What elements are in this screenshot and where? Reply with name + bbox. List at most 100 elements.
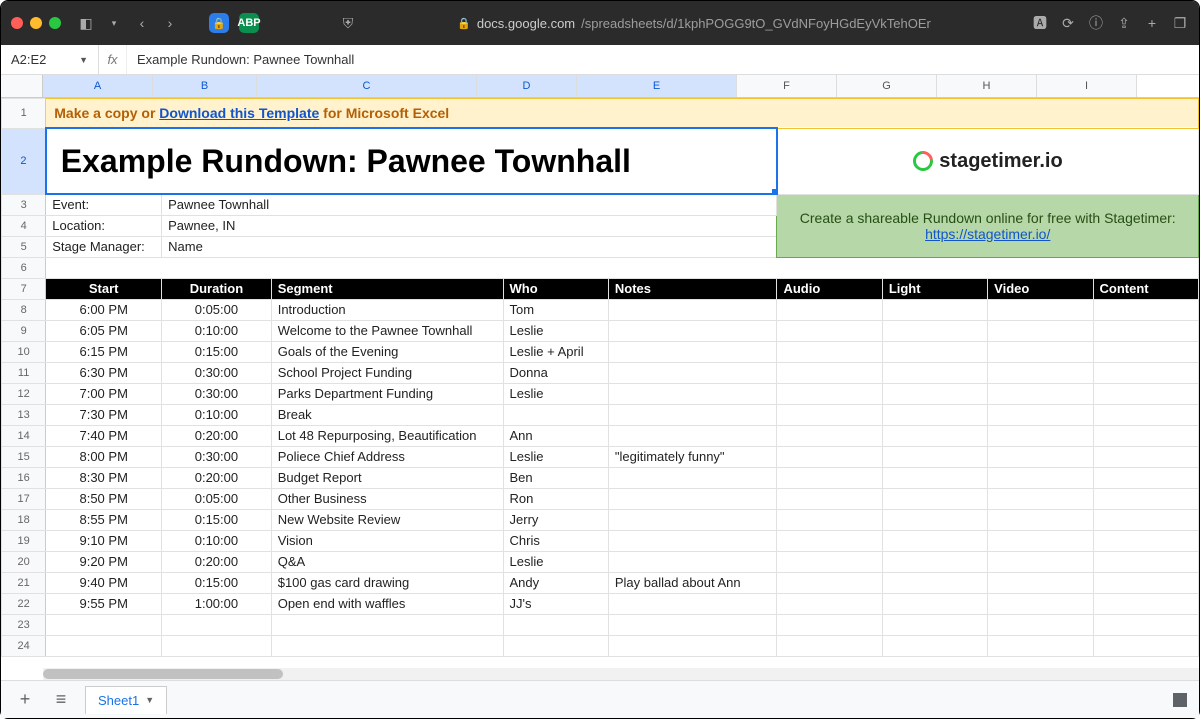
sched-header-cell[interactable]: Notes	[608, 278, 777, 299]
new-tab-icon[interactable]: +	[1143, 14, 1161, 32]
add-sheet-button[interactable]: +	[13, 688, 37, 712]
cell[interactable]: Tom	[503, 299, 608, 320]
cell[interactable]: Ben	[503, 467, 608, 488]
cell[interactable]: Ann	[503, 425, 608, 446]
row-header[interactable]: 19	[2, 530, 46, 551]
cell[interactable]: 7:00 PM	[46, 383, 162, 404]
cell[interactable]	[777, 320, 882, 341]
col-header-C[interactable]: C	[257, 75, 477, 97]
cell[interactable]	[1093, 614, 1198, 635]
shield-icon[interactable]: ⛨	[339, 14, 357, 32]
sched-header-cell[interactable]: Content	[1093, 278, 1198, 299]
cell[interactable]: 8:50 PM	[46, 488, 162, 509]
cell[interactable]	[882, 551, 987, 572]
cell[interactable]: 9:55 PM	[46, 593, 162, 614]
cell[interactable]	[882, 509, 987, 530]
cell[interactable]	[1093, 488, 1198, 509]
cell[interactable]	[46, 614, 162, 635]
sched-header-cell[interactable]: Duration	[162, 278, 272, 299]
row-header[interactable]: 23	[2, 614, 46, 635]
chevron-down-icon[interactable]: ▼	[79, 55, 88, 65]
cell[interactable]	[608, 593, 777, 614]
meta-label[interactable]: Location:	[46, 215, 162, 236]
cell[interactable]: 0:10:00	[162, 404, 272, 425]
sched-header-cell[interactable]: Video	[988, 278, 1093, 299]
meta-value[interactable]: Pawnee Townhall	[162, 194, 777, 215]
cell[interactable]	[777, 614, 882, 635]
row-header[interactable]: 17	[2, 488, 46, 509]
cell[interactable]: New Website Review	[271, 509, 503, 530]
cell[interactable]	[988, 572, 1093, 593]
cell[interactable]: 8:00 PM	[46, 446, 162, 467]
cell[interactable]	[1093, 362, 1198, 383]
cell[interactable]	[988, 383, 1093, 404]
cell[interactable]	[882, 446, 987, 467]
cell[interactable]: 0:30:00	[162, 383, 272, 404]
cell[interactable]	[882, 530, 987, 551]
row-header[interactable]: 12	[2, 383, 46, 404]
cell[interactable]	[46, 635, 162, 656]
row-header[interactable]: 7	[2, 278, 46, 299]
row-header[interactable]: 11	[2, 362, 46, 383]
cell[interactable]: Ron	[503, 488, 608, 509]
cell[interactable]: 0:10:00	[162, 320, 272, 341]
cell[interactable]: Parks Department Funding	[271, 383, 503, 404]
cell[interactable]	[271, 635, 503, 656]
cell[interactable]	[1093, 572, 1198, 593]
cell[interactable]: 0:30:00	[162, 446, 272, 467]
cell[interactable]: 0:15:00	[162, 341, 272, 362]
cell[interactable]: Donna	[503, 362, 608, 383]
row-header[interactable]: 22	[2, 593, 46, 614]
cell[interactable]: Play ballad about Ann	[608, 572, 777, 593]
cell[interactable]: 1:00:00	[162, 593, 272, 614]
cell[interactable]	[882, 425, 987, 446]
scrollbar-thumb[interactable]	[43, 669, 283, 679]
cell[interactable]: 0:15:00	[162, 509, 272, 530]
cell[interactable]: Jerry	[503, 509, 608, 530]
cell[interactable]	[988, 593, 1093, 614]
cell[interactable]	[1093, 593, 1198, 614]
cell[interactable]: 9:40 PM	[46, 572, 162, 593]
translate-icon[interactable]: 🅰	[1031, 14, 1049, 32]
banner-cell[interactable]: Make a copy or Download this Template fo…	[46, 99, 1199, 129]
all-sheets-button[interactable]: ≡	[49, 688, 73, 712]
cell[interactable]	[608, 635, 777, 656]
cell[interactable]: "legitimately funny"	[608, 446, 777, 467]
explore-icon[interactable]	[1173, 693, 1187, 707]
extension-lock-icon[interactable]: 🔒	[209, 13, 229, 33]
cell[interactable]	[777, 551, 882, 572]
cell[interactable]	[608, 425, 777, 446]
row-header[interactable]: 4	[2, 215, 46, 236]
cell[interactable]: 9:10 PM	[46, 530, 162, 551]
row-header[interactable]: 8	[2, 299, 46, 320]
row-header[interactable]: 9	[2, 320, 46, 341]
row-header[interactable]: 2	[2, 128, 46, 194]
row-header[interactable]: 10	[2, 341, 46, 362]
row-header[interactable]: 5	[2, 236, 46, 257]
cell[interactable]: 8:55 PM	[46, 509, 162, 530]
cell[interactable]	[777, 446, 882, 467]
cell[interactable]	[1093, 299, 1198, 320]
cell[interactable]	[608, 299, 777, 320]
cell[interactable]	[882, 635, 987, 656]
cell[interactable]: JJ's	[503, 593, 608, 614]
cell[interactable]	[988, 425, 1093, 446]
sched-header-cell[interactable]: Segment	[271, 278, 503, 299]
cell[interactable]: Q&A	[271, 551, 503, 572]
forward-icon[interactable]: ›	[161, 14, 179, 32]
promo-cell[interactable]: Create a shareable Rundown online for fr…	[777, 194, 1199, 257]
row-header[interactable]: 24	[2, 635, 46, 656]
cell[interactable]: 0:10:00	[162, 530, 272, 551]
sched-header-cell[interactable]: Light	[882, 278, 987, 299]
cell[interactable]	[608, 341, 777, 362]
cell[interactable]: Chris	[503, 530, 608, 551]
cell[interactable]	[46, 257, 1199, 278]
cell[interactable]: 6:05 PM	[46, 320, 162, 341]
cell[interactable]	[777, 362, 882, 383]
cell[interactable]: Poliece Chief Address	[271, 446, 503, 467]
cell[interactable]	[988, 404, 1093, 425]
cell[interactable]	[882, 572, 987, 593]
cell[interactable]	[882, 320, 987, 341]
cell[interactable]	[503, 614, 608, 635]
cell[interactable]	[608, 467, 777, 488]
